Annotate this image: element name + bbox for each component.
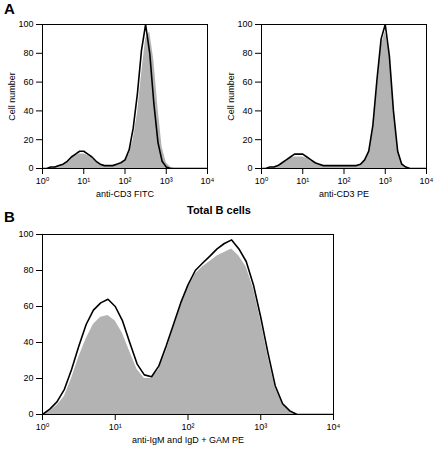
- svg-text:20: 20: [242, 135, 252, 145]
- svg-text:80: 80: [23, 48, 33, 58]
- svg-text:0: 0: [247, 163, 252, 173]
- svg-text:100: 100: [237, 19, 252, 29]
- html-text:Total B cells: Total B cells: [187, 204, 251, 216]
- svg-text:10⁰: 10⁰: [36, 422, 50, 432]
- svg-text:10¹: 10¹: [77, 176, 90, 186]
- svg-text:20: 20: [23, 373, 33, 383]
- svg-text:10²: 10²: [181, 422, 194, 432]
- svg-text:10²: 10²: [118, 176, 131, 186]
- svg-text:10⁴: 10⁴: [201, 176, 215, 186]
- svg-text:20: 20: [23, 135, 33, 145]
- svg-text:60: 60: [242, 77, 252, 87]
- svg-text:Cell number: Cell number: [7, 72, 17, 121]
- svg-text:60: 60: [23, 77, 33, 87]
- svg-text:100: 100: [18, 229, 33, 239]
- svg-text:anti-CD3 PE: anti-CD3 PE: [319, 189, 369, 199]
- svg-text:60: 60: [23, 301, 33, 311]
- html-text:B: B: [4, 208, 15, 225]
- svg-text:10³: 10³: [254, 422, 267, 432]
- svg-text:10¹: 10¹: [109, 422, 122, 432]
- html-text:A: A: [4, 0, 15, 17]
- svg-text:100: 100: [18, 19, 33, 29]
- svg-text:10¹: 10¹: [296, 176, 309, 186]
- svg-text:40: 40: [23, 337, 33, 347]
- svg-text:10⁴: 10⁴: [420, 176, 434, 186]
- svg-text:10³: 10³: [160, 176, 173, 186]
- svg-text:40: 40: [242, 106, 252, 116]
- svg-text:10⁴: 10⁴: [327, 422, 341, 432]
- svg-text:0: 0: [28, 163, 33, 173]
- svg-text:10⁰: 10⁰: [255, 176, 269, 186]
- svg-text:80: 80: [23, 265, 33, 275]
- svg-text:10²: 10²: [337, 176, 350, 186]
- svg-text:anti-IgM and IgD + GAM PE: anti-IgM and IgD + GAM PE: [132, 435, 244, 445]
- svg-text:10⁰: 10⁰: [36, 176, 50, 186]
- svg-text:Cell number: Cell number: [226, 72, 236, 121]
- svg-text:10³: 10³: [379, 176, 392, 186]
- svg-text:anti-CD3 FITC: anti-CD3 FITC: [96, 189, 155, 199]
- svg-text:40: 40: [23, 106, 33, 116]
- svg-text:80: 80: [242, 48, 252, 58]
- svg-text:0: 0: [28, 409, 33, 419]
